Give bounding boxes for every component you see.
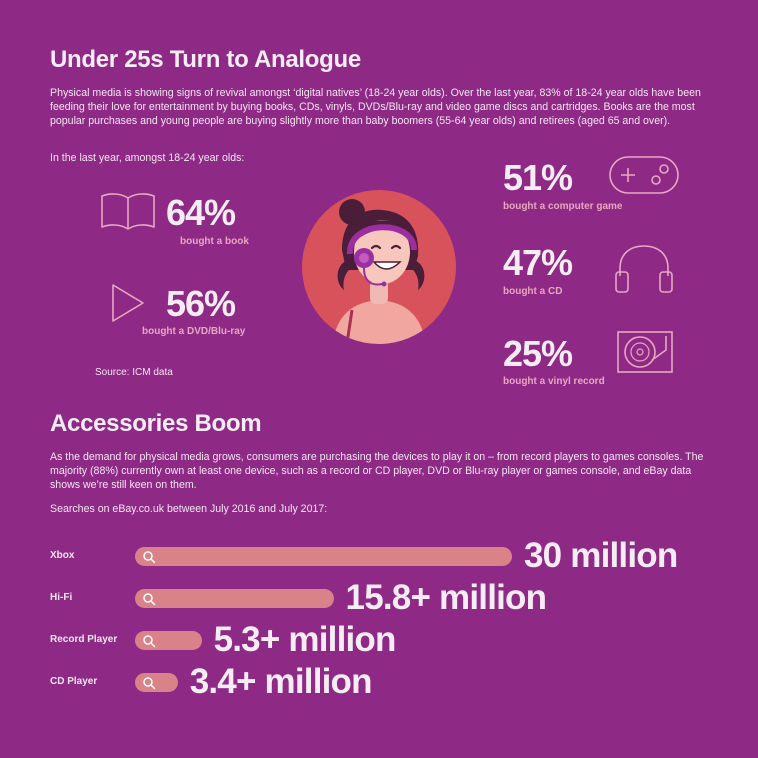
search-icon xyxy=(143,551,156,564)
bar-hifi xyxy=(135,589,334,608)
stat-vinyl-value: 25% xyxy=(503,333,573,374)
stat-dvd-label: bought a DVD/Blu-ray xyxy=(142,326,246,337)
section2-intro: As the demand for physical media grows, … xyxy=(50,451,704,491)
bar-label-hifi: Hi-Fi xyxy=(50,592,73,603)
bar-value-xbox: 30 million xyxy=(524,536,678,575)
stat-cd-value: 47% xyxy=(503,242,573,283)
gamepad-icon xyxy=(609,156,679,194)
source-note: Source: ICM data xyxy=(95,367,173,378)
section2-lead: Searches on eBay.co.uk between July 2016… xyxy=(50,503,328,515)
play-icon xyxy=(112,284,144,322)
section1-title: Under 25s Turn to Analogue xyxy=(50,46,361,73)
bar-value-hifi: 15.8+ million xyxy=(345,578,547,617)
stat-game-label: bought a computer game xyxy=(503,201,623,212)
stat-vinyl-label: bought a vinyl record xyxy=(503,376,605,387)
section1-lead: In the last year, amongst 18-24 year old… xyxy=(50,152,245,164)
bar-label-record-player: Record Player xyxy=(50,634,118,645)
search-icon xyxy=(143,593,156,606)
stat-cd-label: bought a CD xyxy=(503,286,563,297)
section2-title: Accessories Boom xyxy=(50,410,262,437)
stat-dvd-value: 56% xyxy=(166,283,236,324)
stat-book-value: 64% xyxy=(166,192,236,233)
bar-record-player xyxy=(135,631,202,650)
book-icon xyxy=(101,193,155,230)
search-icon xyxy=(143,635,156,648)
bar-value-record-player: 5.3+ million xyxy=(213,620,397,659)
bar-label-xbox: Xbox xyxy=(50,550,75,561)
stat-game-value: 51% xyxy=(503,157,573,198)
stat-book-label: bought a book xyxy=(180,236,249,247)
headphones-icon xyxy=(615,245,673,293)
bar-cd-player xyxy=(135,673,178,692)
bar-value-cd-player: 3.4+ million xyxy=(189,662,373,701)
avatar-illustration xyxy=(302,190,456,344)
bar-xbox xyxy=(135,547,512,566)
record-player-icon xyxy=(617,331,673,373)
section1-intro: Physical media is showing signs of reviv… xyxy=(50,87,701,127)
search-icon xyxy=(143,677,156,690)
bar-label-cd-player: CD Player xyxy=(50,676,98,687)
